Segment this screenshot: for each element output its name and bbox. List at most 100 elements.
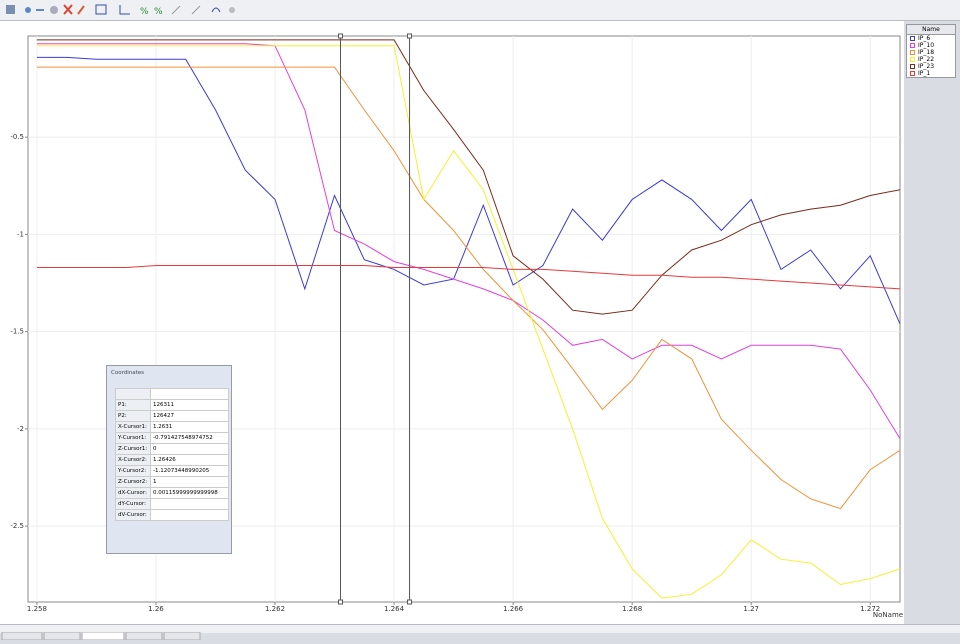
legend-label: IP_6 [918,35,931,42]
cursor-handle [337,33,343,39]
table-row: dX-Cursor: 0.00115999999999998 [115,487,229,499]
chart: NoName -0.5 -1 -1.5 -2 -2.5 1.258 1.26 1.262 1.2… [0,21,904,624]
tool-icon[interactable] [6,5,15,14]
table-cell: 1 [150,476,229,488]
series-line [36,45,901,599]
legend-swatch [910,36,915,41]
tab[interactable] [1,631,43,641]
y-tick-label: -1 [17,230,24,238]
tool-icon[interactable] [171,5,181,15]
y-tick-label: -1.5 [10,328,24,336]
legend-label: IP_1 [918,70,931,77]
table-cell: X-Cursor1: [115,421,151,433]
legend-entry: IP_10 [907,42,955,49]
tool-icon[interactable] [63,4,73,15]
table-cell: Y-Cursor1: [115,432,151,444]
table-row: Z-Cursor2: 1 [115,476,229,488]
toolbar-icons: % % [6,4,235,17]
legend-swatch [910,64,915,69]
x-axis-label: NoName [873,611,903,619]
x-tick-label: 1.258 [27,605,47,613]
legend-label: IP_23 [918,63,935,70]
x-tick-label: 1.272 [860,605,880,613]
legend: Name IP_6 IP_10 IP_18 IP_22 IP_23 IP_1 [906,24,956,78]
x-tick-label: 1.262 [265,605,285,613]
table-cell: -0.791427548974752 [150,432,229,444]
table-row: P2: 126427 [115,410,229,422]
tab[interactable] [163,631,201,641]
table-row: P1: 126311 [115,399,229,411]
series-line [36,56,901,325]
tool-icon[interactable] [95,4,107,15]
table-cell: Y-Cursor2: [115,465,151,477]
table-row: Y-Cursor1: -0.791427548974752 [115,432,229,444]
legend-header: Name [907,25,955,35]
coordinates-panel: Coordinates P1: 126311 P2: 126427 X-Cursor1:… [106,365,232,554]
series-line [36,39,901,315]
cursor-handle [407,599,413,605]
y-tick-label: -2 [17,425,24,433]
x-tick-label: 1.268 [622,605,642,613]
x-tick-label: 1.27 [743,605,759,613]
table-cell: 0 [150,443,229,455]
tool-icon[interactable] [50,6,58,14]
table-row: Y-Cursor2: -1.12073448990205 [115,465,229,477]
x-tick-label: 1.266 [503,605,524,613]
table-cell: P1: [115,399,151,411]
toolbar: % % [0,0,960,21]
legend-label: IP_22 [918,56,935,63]
cursor-handle [407,33,413,39]
tool-icon[interactable] [229,7,235,13]
legend-entry: IP_1 [907,70,955,77]
table-row [115,388,229,400]
table-cell: Z-Cursor2: [115,476,151,488]
y-tick-label: -0.5 [10,133,24,141]
y-tick-label: -2.5 [10,522,24,530]
table-row: X-Cursor1: 1.2631 [115,421,229,433]
legend-label: IP_18 [918,49,935,56]
tool-icon[interactable] [77,5,85,15]
tool-icon[interactable] [25,7,31,13]
tab[interactable] [81,631,125,641]
table-row: dV-Cursor: [115,509,229,521]
table-cell: 1.26426 [150,454,229,466]
coordinates-table: P1: 126311 P2: 126427 X-Cursor1: 1.2631 Y-Curs… [115,388,229,521]
table-cell: dV-Cursor: [115,509,151,521]
legend-swatch [910,57,915,62]
table-cell: Z-Cursor1: [115,443,151,455]
table-cell: -1.12073448990205 [150,465,229,477]
tab[interactable] [125,631,163,641]
legend-swatch [910,43,915,48]
cursor-handle [337,599,343,605]
table-cell: P2: [115,410,151,422]
tool-icon[interactable]: % [154,7,163,17]
table-row: dY-Cursor: [115,498,229,510]
table-cell: X-Cursor2: [115,454,151,466]
table-cell: 126311 [150,399,229,411]
table-cell: 126427 [150,410,229,422]
tool-icon[interactable]: % [140,7,149,17]
tool-icon[interactable] [211,7,221,13]
legend-swatch [910,50,915,55]
table-cell: dX-Cursor: [115,487,151,499]
table-cell [150,509,229,521]
tabs [1,631,201,641]
table-row: Z-Cursor1: 0 [115,443,229,455]
legend-entry: IP_18 [907,49,955,56]
tab[interactable] [43,631,81,641]
legend-entry: IP_22 [907,56,955,63]
series-line [36,43,901,439]
table-cell: 1.2631 [150,421,229,433]
legend-label: IP_10 [918,42,935,49]
tool-icon[interactable] [119,5,130,15]
table-cell: dY-Cursor: [115,498,151,510]
legend-entry: IP_6 [907,35,955,42]
tool-icon[interactable] [191,5,201,15]
table-row: X-Cursor2: 1.26426 [115,454,229,466]
series-line [36,265,901,290]
table-cell: 0.00115999999999998 [150,487,229,499]
table-cell [150,498,229,510]
legend-swatch [910,71,915,76]
x-tick-label: 1.264 [384,605,405,613]
